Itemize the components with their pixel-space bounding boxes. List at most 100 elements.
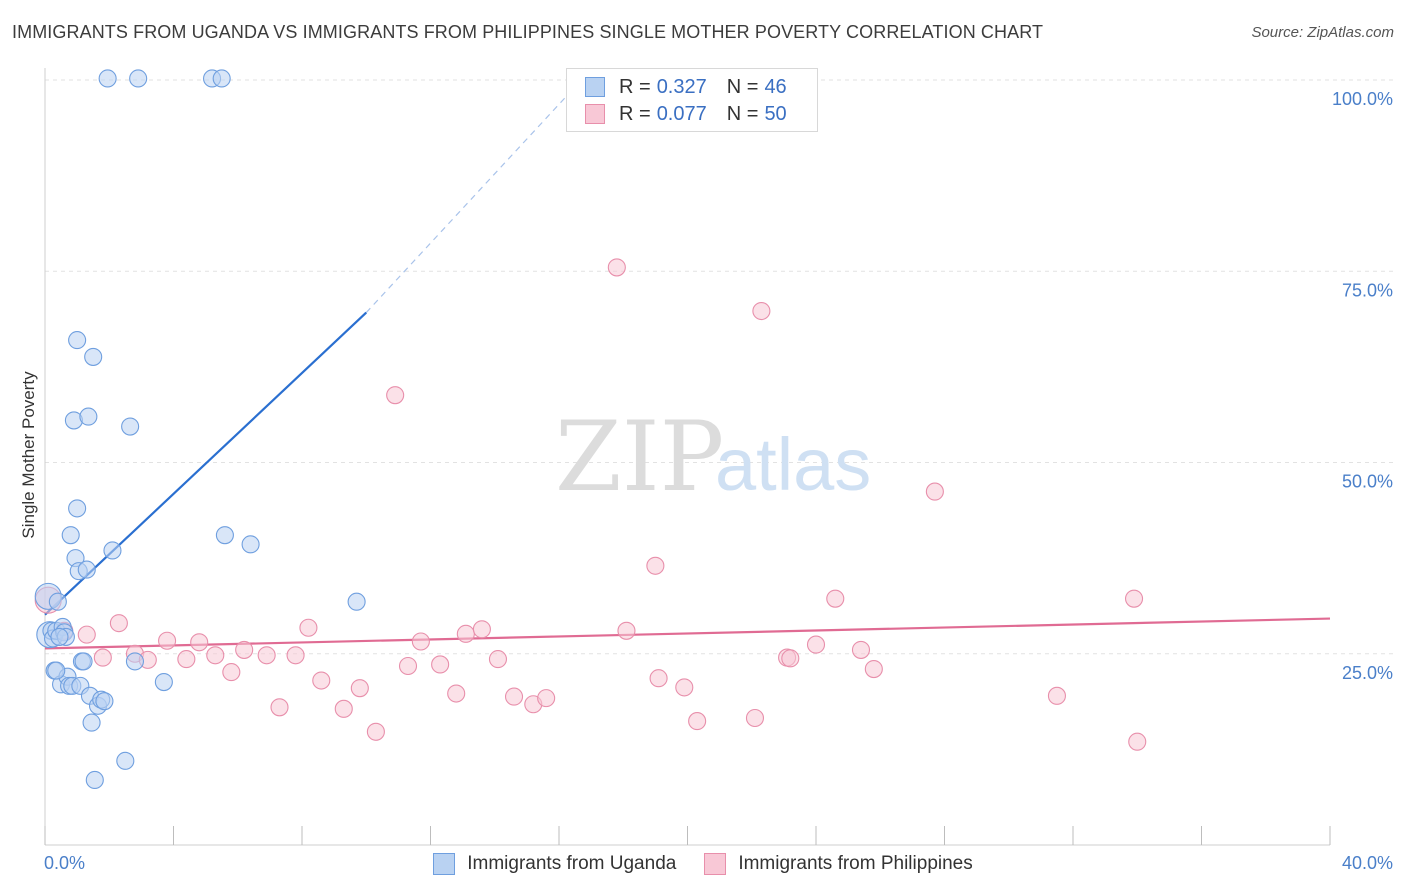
uganda-point — [61, 526, 80, 545]
correlation-legend: R = 0.327 N = 46 R = 0.077 N = 50 — [566, 68, 818, 132]
uganda-n-value: 46 — [764, 75, 787, 98]
philippines-point — [864, 659, 883, 679]
uganda-point — [68, 499, 87, 518]
legend-row-uganda: R = 0.327 N = 46 — [585, 74, 787, 100]
philippines-point — [270, 698, 289, 717]
uganda-point — [84, 347, 103, 366]
uganda-point — [85, 770, 104, 790]
uganda-legend-label: Immigrants from Uganda — [467, 853, 677, 874]
tick-labels: 25.0% 50.0% 75.0% 100.0% 0.0% 40.0% — [44, 89, 1393, 873]
uganda-point — [116, 751, 135, 770]
philippines-point — [456, 624, 475, 643]
uganda-point — [82, 713, 101, 732]
philippines-point — [925, 482, 944, 501]
philippines-point — [1128, 732, 1147, 751]
philippines-point — [350, 679, 369, 698]
uganda-point — [50, 627, 69, 646]
philippines-point — [781, 649, 800, 668]
philippines-point — [431, 655, 450, 674]
legend-item-uganda[interactable]: Immigrants from Uganda — [433, 853, 676, 875]
series-legend: Immigrants from Uganda Immigrants from P… — [0, 851, 1406, 877]
uganda-point — [47, 661, 66, 680]
philippines-point — [504, 687, 524, 706]
uganda-point — [347, 592, 366, 611]
uganda-point — [154, 673, 173, 692]
y-tick-label: 25.0% — [1342, 663, 1393, 683]
philippines-point — [386, 386, 405, 405]
philippines-point — [398, 656, 418, 676]
philippines-legend-label: Immigrants from Philippines — [738, 853, 973, 874]
uganda-point — [125, 652, 144, 671]
philippines-point — [312, 671, 331, 690]
philippines-point — [1047, 686, 1066, 705]
uganda-point — [48, 592, 67, 611]
philippines-point — [411, 632, 430, 651]
philippines-point — [826, 589, 845, 608]
uganda-trendline-extension — [365, 79, 582, 313]
philippines-point — [235, 640, 254, 659]
trendlines — [44, 79, 1331, 650]
philippines-point — [752, 301, 771, 321]
philippines-point — [177, 650, 196, 669]
uganda-point — [215, 526, 234, 545]
philippines-point — [158, 631, 177, 650]
uganda-point — [103, 541, 122, 560]
philippines-point — [109, 614, 128, 633]
uganda-r-value: 0.327 — [656, 75, 707, 98]
watermark-atlas: atlas — [715, 423, 871, 506]
y-tick-label: 50.0% — [1342, 472, 1393, 492]
philippines-point — [77, 625, 96, 644]
n-label: N = — [726, 75, 759, 98]
philippines-point — [688, 712, 707, 731]
philippines-r-value: 0.077 — [656, 102, 707, 125]
source-label: Source: ZipAtlas.com — [1251, 24, 1394, 41]
philippines-swatch — [585, 104, 605, 124]
philippines-point — [537, 689, 556, 708]
philippines-point — [745, 708, 765, 728]
axes — [44, 68, 1331, 846]
uganda-point — [129, 69, 148, 88]
r-label: R = — [619, 102, 651, 125]
philippines-point — [1124, 589, 1144, 608]
philippines-point — [617, 621, 636, 640]
philippines-point — [257, 646, 276, 665]
uganda-point — [212, 69, 231, 88]
y-tick-label: 75.0% — [1342, 280, 1393, 300]
philippines-legend-swatch — [704, 853, 727, 875]
uganda-legend-swatch — [433, 853, 456, 875]
uganda-point — [79, 407, 98, 426]
uganda-point — [95, 692, 114, 711]
philippines-point — [222, 663, 241, 682]
uganda-point — [121, 417, 140, 436]
uganda-point — [98, 69, 117, 88]
uganda-trendline — [44, 311, 368, 616]
n-label: N = — [726, 102, 759, 125]
x-tick-label: 0.0% — [44, 853, 85, 873]
gridlines — [45, 79, 1395, 655]
r-label: R = — [619, 75, 651, 98]
philippines-point — [646, 556, 665, 575]
philippines-point — [472, 620, 491, 639]
philippines-point — [675, 678, 694, 697]
watermark-zip: ZIP — [555, 401, 724, 513]
legend-row-philippines: R = 0.077 N = 50 — [585, 101, 787, 127]
philippines-point — [334, 699, 353, 718]
philippines-point — [851, 640, 871, 659]
watermark: ZIP atlas — [555, 401, 871, 513]
legend-item-philippines[interactable]: Immigrants from Philippines — [704, 853, 973, 875]
philippines-point — [299, 618, 318, 637]
philippines-point — [607, 258, 626, 277]
uganda-point — [74, 652, 93, 671]
philippines-point — [806, 635, 826, 654]
philippines-point — [488, 650, 508, 669]
philippines-point — [447, 684, 466, 703]
x-tick-label: 40.0% — [1342, 853, 1393, 873]
y-tick-label: 100.0% — [1332, 89, 1393, 109]
philippines-n-value: 50 — [764, 102, 787, 125]
uganda-point — [68, 331, 87, 350]
uganda-point — [77, 560, 96, 579]
philippines-point — [649, 669, 668, 688]
data-points — [34, 69, 1147, 790]
philippines-point — [286, 646, 305, 665]
